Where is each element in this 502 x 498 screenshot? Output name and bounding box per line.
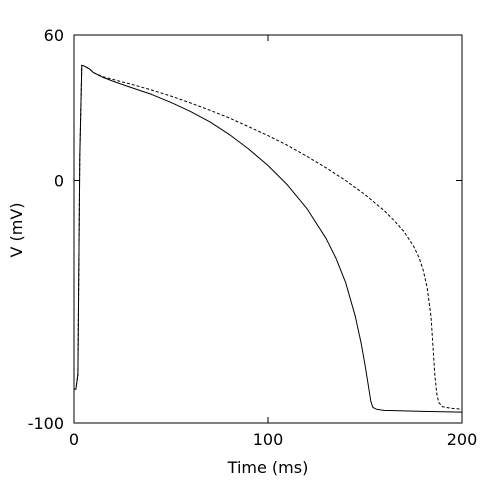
y-tick-label: 60: [44, 26, 64, 45]
y-tick-label: -100: [28, 414, 64, 433]
series-layer: [74, 64, 463, 413]
x-tick-label: 100: [253, 430, 284, 449]
y-axis-label: V (mV): [7, 202, 26, 257]
x-tick-label: 0: [69, 430, 79, 449]
plot-frame: [73, 34, 463, 424]
x-axis-label: Time (ms): [227, 458, 309, 477]
solid-series-line: [74, 64, 463, 413]
dashed-series-line: [74, 64, 463, 410]
y-tick-label: 0: [54, 172, 64, 191]
x-tick-label: 200: [447, 430, 478, 449]
tick-marks: [73, 34, 463, 424]
tick-labels: 0 100 200 -100 0 60: [28, 26, 478, 449]
